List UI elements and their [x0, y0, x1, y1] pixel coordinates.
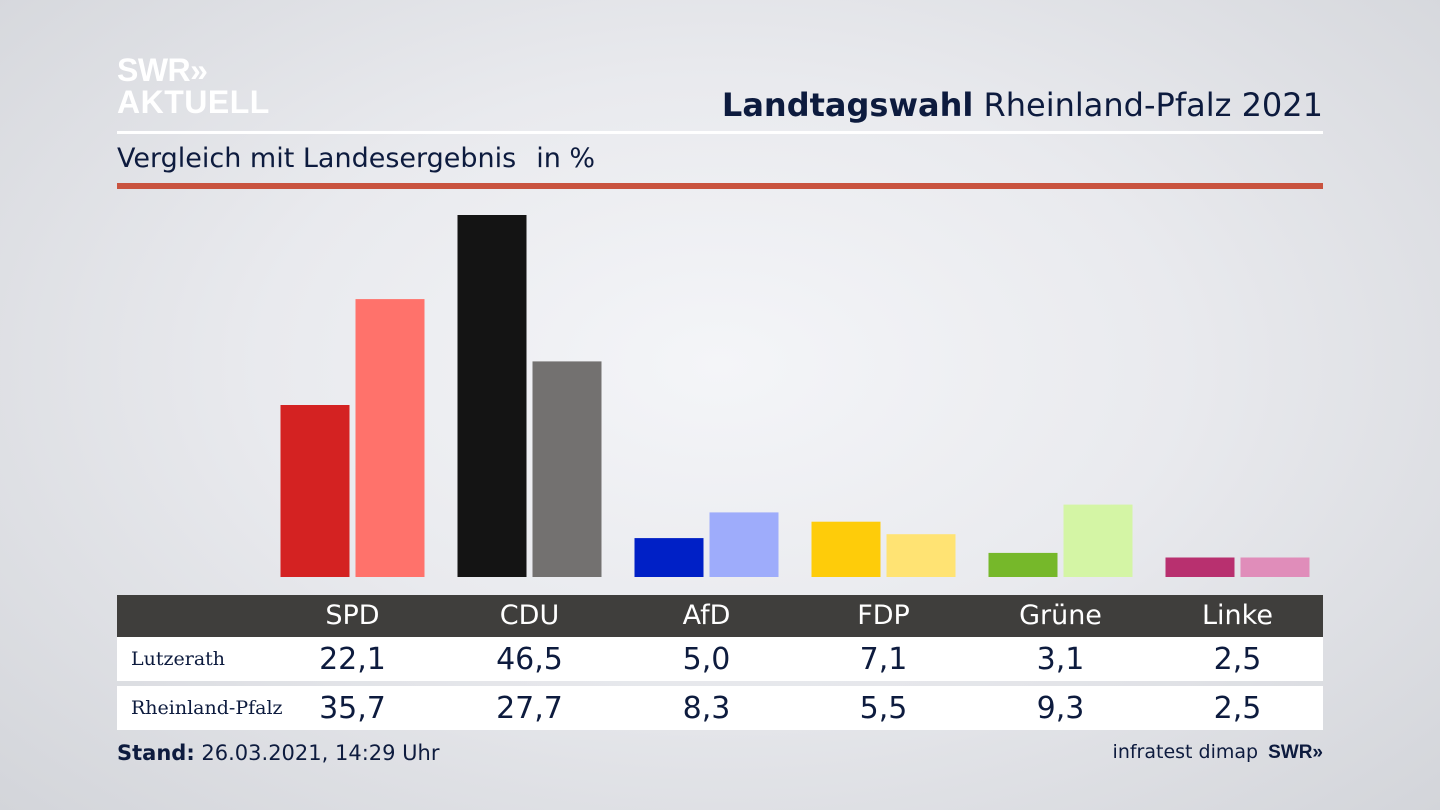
bar-spd-lutzerath — [280, 405, 350, 577]
bar-linke-lutzerath — [1165, 557, 1235, 577]
unit-label: in % — [536, 143, 596, 174]
value-cell: 46,5 — [496, 642, 563, 677]
bar-fdp-lutzerath — [811, 521, 881, 577]
value-cell: 22,1 — [319, 642, 386, 677]
results-table: SPD CDU AfD FDP Grüne Linke Lutzerath 22… — [117, 595, 1323, 730]
title-bold: Landtagswahl — [721, 86, 974, 124]
table-header: SPD CDU AfD FDP Grüne Linke — [117, 595, 1323, 637]
value-cell: 5,0 — [682, 642, 731, 677]
stand-value: 26.03.2021, 14:29 Uhr — [194, 741, 440, 765]
timestamp: Stand: 26.03.2021, 14:29 Uhr — [117, 741, 440, 765]
logo-aktuell-text: AKTUELL — [117, 84, 270, 120]
bar-chart — [280, 215, 1310, 577]
swr-aktuell-logo: SWR» AKTUELL — [117, 54, 270, 118]
party-header-fdp: FDP — [857, 600, 910, 631]
party-header-spd: SPD — [325, 600, 380, 631]
bar-fdp-rheinland-pfalz — [886, 534, 956, 577]
logo-arrows-icon: » — [190, 52, 208, 88]
value-cell: 27,7 — [496, 691, 563, 726]
party-header-afd: AfD — [682, 600, 731, 631]
value-cell: 7,1 — [859, 642, 908, 677]
value-cell: 35,7 — [319, 691, 386, 726]
table-row-lutzerath: Lutzerath 22,1 46,5 5,0 7,1 3,1 2,5 — [117, 637, 1323, 681]
title-divider — [117, 131, 1323, 134]
bar-cdu-rheinland-pfalz — [532, 361, 602, 577]
bar-afd-rheinland-pfalz — [709, 512, 779, 577]
swr-brand-icon: SWR» — [1268, 742, 1323, 763]
page-title: Landtagswahl Rheinland-Pfalz 2021 — [722, 86, 1323, 124]
value-cell: 2,5 — [1213, 691, 1262, 726]
accent-divider — [117, 183, 1323, 189]
title-rest: Rheinland-Pfalz 2021 — [973, 86, 1323, 124]
value-cell: 8,3 — [682, 691, 731, 726]
table-row-rheinland-pfalz: Rheinland-Pfalz 35,7 27,7 8,3 5,5 9,3 2,… — [117, 686, 1323, 730]
value-cell: 3,1 — [1036, 642, 1085, 677]
row-label: Rheinland-Pfalz — [131, 697, 283, 719]
value-cell: 9,3 — [1036, 691, 1085, 726]
value-cell: 2,5 — [1213, 642, 1262, 677]
logo-swr-text: SWR — [117, 52, 191, 88]
row-label: Lutzerath — [131, 648, 226, 670]
bar-gruene-rheinland-pfalz — [1063, 504, 1133, 577]
chart-subtitle: Vergleich mit Landesergebnis in % — [117, 143, 595, 174]
bar-gruene-lutzerath — [988, 552, 1058, 577]
subtitle-text: Vergleich mit Landesergebnis — [117, 143, 517, 174]
party-header-cdu: CDU — [499, 600, 560, 631]
bar-afd-lutzerath — [634, 538, 704, 577]
source-credit: infratest dimap SWR» — [1113, 741, 1323, 764]
party-header-linke: Linke — [1202, 600, 1273, 631]
source-text: infratest dimap — [1112, 741, 1259, 763]
party-header-gruene: Grüne — [1019, 600, 1102, 631]
bar-linke-rheinland-pfalz — [1240, 557, 1310, 577]
stand-label: Stand: — [117, 741, 195, 765]
bar-spd-rheinland-pfalz — [355, 299, 425, 577]
value-cell: 5,5 — [859, 691, 908, 726]
bar-cdu-lutzerath — [457, 215, 527, 577]
